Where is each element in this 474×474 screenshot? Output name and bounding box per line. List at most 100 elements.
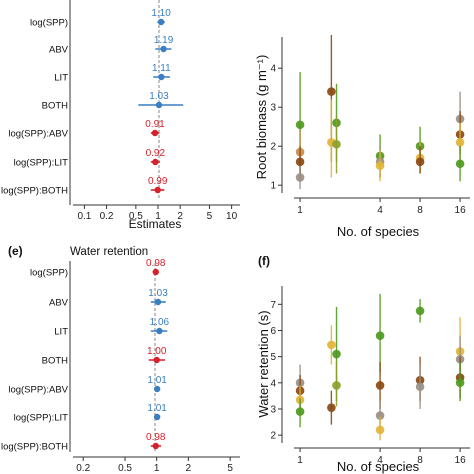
- term-label: log(SPP):LIT: [14, 413, 69, 424]
- y-tick-label: 1: [270, 181, 276, 192]
- data-point: [327, 87, 336, 96]
- x-tick-label: 0.1: [77, 211, 91, 222]
- data-point: [327, 340, 336, 350]
- term-estimate-point: [152, 158, 159, 166]
- term-label: LIT: [54, 73, 68, 84]
- data-point: [375, 331, 385, 341]
- data-point: [327, 403, 336, 412]
- x-tick-label: 0.5: [118, 463, 132, 474]
- data-point: [295, 120, 305, 130]
- term-label: LIT: [54, 327, 68, 338]
- water-retention-title: Water retention: [70, 246, 148, 258]
- term-estimate-point: [158, 73, 165, 81]
- term-value-label: 1.06: [150, 317, 170, 328]
- data-point: [375, 381, 385, 390]
- term-estimate-point: [156, 327, 163, 335]
- y-tick-label: 2: [270, 431, 276, 442]
- y-tick-label: 7: [270, 300, 276, 311]
- x-tick-label: 10: [226, 211, 238, 222]
- data-point: [332, 381, 341, 390]
- root-biomass-x-ticks: 1 4 8 16: [297, 198, 466, 216]
- root-biomass-y-label: Root biomass (g m⁻¹): [254, 55, 269, 180]
- term-value-label: 0.98: [146, 258, 166, 269]
- term-label: ABV: [49, 45, 69, 56]
- term-value-label: 0.99: [148, 176, 168, 187]
- forest-top-terms: log(SPP) 1.10 ABV 1.19 LIT 1.11 BOTH 1.03 log(SP…: [1, 8, 184, 197]
- forest-e-terms: log(SPP) 0.98 ABV 1.03 LIT 1.06 BOTH 1.00 log(SP…: [1, 258, 170, 453]
- x-tick-label: 16: [455, 205, 467, 216]
- data-point: [295, 173, 305, 182]
- x-tick-label: 1: [155, 211, 161, 222]
- term-estimate-point: [152, 442, 159, 450]
- water-retention-points: [295, 293, 465, 441]
- term-value-label: 0.92: [146, 148, 166, 159]
- data-point: [455, 159, 465, 169]
- root-biomass-plot: 1 2 3 4 1 4 8 16 No. of species Root biomass (…: [254, 35, 470, 239]
- y-tick-label: 3: [270, 103, 276, 114]
- water-retention-y-ticks: 2 3 4 5 6 7: [270, 300, 282, 442]
- data-point: [455, 378, 465, 388]
- term-label: log(SPP):BOTH: [1, 186, 68, 197]
- panel-letter-e: (e): [8, 244, 23, 258]
- x-tick-label: 5: [207, 211, 213, 222]
- forest-top-x-label: Estimates: [129, 217, 182, 231]
- term-value-label: 1.19: [154, 35, 174, 46]
- term-value-label: 1.01: [147, 403, 167, 414]
- data-point: [332, 349, 341, 359]
- panel-letter-f: (f): [258, 254, 270, 268]
- root-biomass-x-label: No. of species: [337, 224, 420, 239]
- forest-e-x-ticks: 0.2 0.5 1 2 5: [76, 457, 233, 474]
- term-estimate-point: [154, 298, 162, 306]
- term-estimate-point: [154, 186, 161, 194]
- term-estimate-point: [151, 129, 159, 137]
- x-tick-label: 0.2: [100, 211, 114, 222]
- forest-top-x-ticks: 0.1 0.2 0.5 1 2 5 10: [77, 205, 238, 222]
- root-biomass-points: [295, 35, 465, 190]
- term-estimate-point: [153, 356, 160, 364]
- data-point: [295, 407, 305, 416]
- term-label: log(SPP): [30, 18, 68, 29]
- term-label: log(SPP):BOTH: [1, 442, 68, 453]
- term-label: log(SPP):LIT: [14, 158, 69, 169]
- x-tick-label: 5: [227, 463, 233, 474]
- term-value-label: 1.03: [149, 91, 169, 102]
- term-value-label: 1.11: [152, 63, 171, 74]
- x-tick-label: 1: [297, 205, 303, 216]
- forest-plot-water-retention: (e) Water retention log(SPP) 0.98 ABV 1.03 L…: [1, 244, 240, 474]
- term-estimate-point: [153, 385, 161, 393]
- x-tick-label: 4: [377, 455, 383, 466]
- term-label: ABV: [49, 298, 69, 309]
- water-retention-x-ticks: 1 4 8 16: [297, 448, 466, 466]
- y-tick-label: 3: [270, 404, 276, 415]
- y-tick-label: 5: [270, 352, 276, 363]
- x-tick-label: 2: [177, 211, 183, 222]
- term-value-label: 1.00: [147, 346, 167, 357]
- term-estimate-point: [152, 268, 159, 276]
- term-label: log(SPP):ABV: [8, 385, 68, 396]
- forest-plot-top: log(SPP) 1.10 ABV 1.19 LIT 1.11 BOTH 1.03 log(SP…: [1, 0, 240, 231]
- term-estimate-point: [153, 413, 161, 421]
- term-label: BOTH: [42, 356, 69, 367]
- y-tick-label: 6: [270, 326, 276, 337]
- y-tick-label: 4: [270, 64, 276, 75]
- x-tick-label: 16: [455, 455, 467, 466]
- x-tick-label: 1: [154, 463, 160, 474]
- term-value-label: 1.10: [151, 8, 171, 19]
- term-value-label: 1.01: [147, 375, 167, 386]
- term-estimate-point: [160, 45, 167, 53]
- data-point: [375, 425, 385, 435]
- water-retention-x-label: No. of species: [337, 459, 420, 474]
- x-tick-label: 1: [297, 455, 303, 466]
- x-tick-label: 4: [377, 205, 383, 216]
- data-point: [375, 411, 385, 420]
- term-label: log(SPP): [30, 268, 68, 279]
- root-biomass-y-ticks: 1 2 3 4: [270, 64, 282, 192]
- data-point: [415, 157, 425, 167]
- term-value-label: 1.03: [148, 288, 168, 299]
- term-value-label: 0.98: [146, 432, 166, 443]
- x-tick-label: 2: [186, 463, 192, 474]
- y-tick-label: 2: [270, 142, 276, 153]
- term-estimate-point: [157, 18, 165, 26]
- x-tick-label: 0.2: [76, 463, 90, 474]
